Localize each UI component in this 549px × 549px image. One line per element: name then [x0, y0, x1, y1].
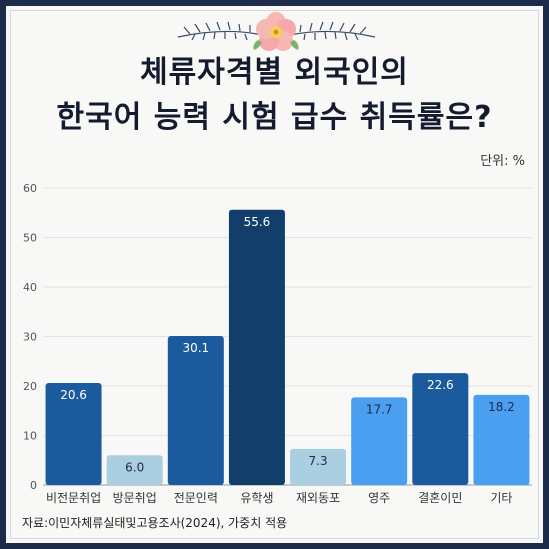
bar-1	[106, 455, 163, 485]
x-category-label: 비전문취업	[46, 491, 101, 505]
y-tick-label: 10	[23, 430, 37, 443]
bar-5	[351, 397, 408, 485]
branch-left-icon	[177, 21, 263, 41]
bar-3	[228, 209, 285, 485]
x-category-label: 기타	[490, 491, 512, 505]
bar-0	[45, 383, 102, 485]
bar-6	[412, 373, 469, 485]
bar-4	[290, 448, 347, 485]
x-category-label: 유학생	[240, 491, 273, 505]
source-note: 자료:이민자체류실태및고용조사(2024), 가중치 적용	[22, 516, 288, 530]
branch-right-icon	[289, 21, 376, 41]
bar-7	[473, 394, 530, 485]
x-category-label: 영주	[368, 491, 390, 505]
unit-label: 단위: %	[480, 154, 525, 169]
x-axis-labels: 비전문취업 방문취업 전문인력 유학생 재외동포 영주 결혼이민 기타	[46, 491, 513, 505]
flower-icon	[253, 12, 299, 51]
y-tick-label: 50	[23, 232, 37, 245]
bars: 20.6 6.0 30.1 55.6 7.3 17.7 22.6 18.2	[45, 209, 530, 485]
bar-value-label: 7.3	[309, 454, 328, 468]
bar-value-label: 18.2	[488, 400, 515, 414]
chart-title-line-1: 체류자격별 외국인의	[140, 55, 409, 90]
bar-value-label: 22.6	[427, 378, 454, 392]
y-tick-label: 30	[23, 331, 37, 344]
bar-2	[167, 336, 224, 485]
bar-value-label: 20.6	[60, 388, 87, 402]
x-category-label: 결혼이민	[418, 491, 462, 505]
bar-value-label: 55.6	[244, 215, 271, 229]
y-axis-ticks: 0 10 20 30 40 50 60	[23, 182, 37, 492]
x-category-label: 재외동포	[296, 491, 340, 505]
x-category-label: 방문취업	[113, 491, 157, 505]
y-tick-label: 40	[23, 281, 37, 294]
bar-value-label: 6.0	[125, 460, 144, 474]
bar-value-label: 17.7	[366, 402, 393, 416]
y-tick-label: 20	[23, 380, 37, 393]
inner-border	[10, 10, 539, 539]
bar-value-label: 30.1	[182, 341, 209, 355]
y-tick-label: 0	[30, 479, 37, 492]
chart-title-line-2: 한국어 능력 시험 급수 취득률은?	[56, 100, 493, 135]
x-category-label: 전문인력	[174, 491, 218, 505]
y-tick-label: 60	[23, 182, 37, 195]
